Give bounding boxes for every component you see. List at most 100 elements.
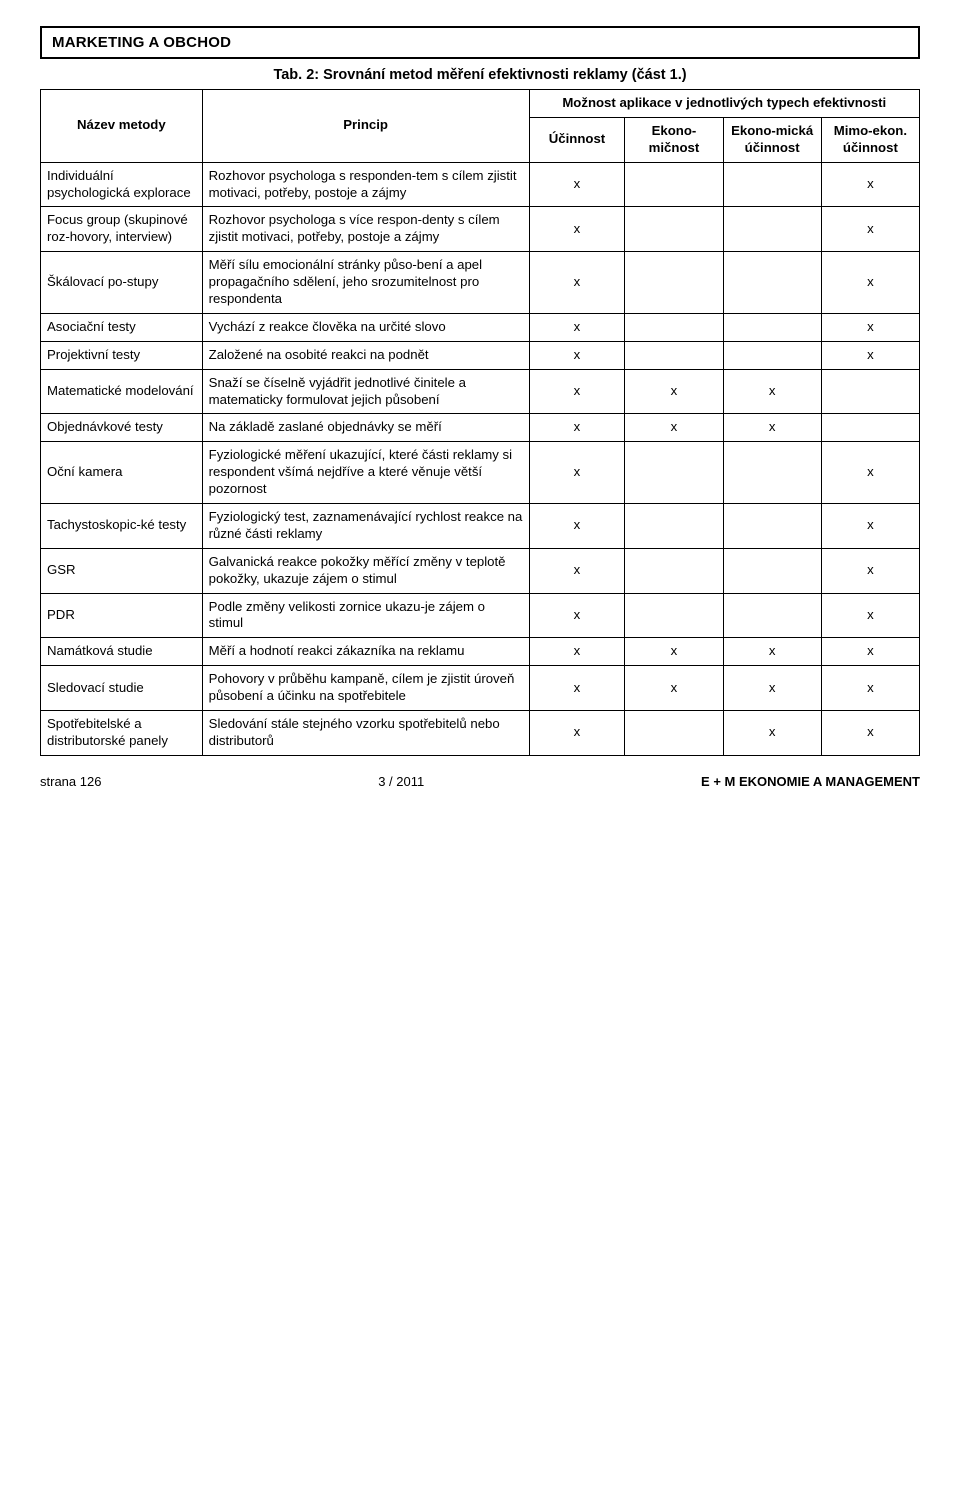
cell-principle: Galvanická reakce pokožky měřící změny v… — [202, 548, 529, 593]
cell-mark — [723, 593, 821, 638]
table-row: Tachystoskopic-ké testyFyziologický test… — [41, 504, 920, 549]
category-box: MARKETING A OBCHOD — [40, 26, 920, 59]
cell-method-name: Asociační testy — [41, 313, 203, 341]
cell-mark: x — [723, 666, 821, 711]
cell-mark: x — [625, 666, 723, 711]
header-col-ekon-ucinnost: Ekono-mická účinnost — [723, 117, 821, 162]
table-row: PDRPodle změny velikosti zornice ukazu-j… — [41, 593, 920, 638]
cell-mark: x — [529, 548, 625, 593]
cell-mark: x — [723, 369, 821, 414]
cell-method-name: Individuální psychologická explorace — [41, 162, 203, 207]
cell-principle: Sledování stále stejného vzorku spotřebi… — [202, 711, 529, 756]
cell-mark: x — [529, 252, 625, 314]
cell-mark — [723, 442, 821, 504]
cell-mark: x — [529, 504, 625, 549]
cell-mark: x — [529, 369, 625, 414]
cell-mark: x — [723, 711, 821, 756]
cell-mark: x — [529, 638, 625, 666]
table-caption: Tab. 2: Srovnání metod měření efektivnos… — [40, 67, 920, 83]
cell-principle: Vychází z reakce člověka na určité slovo — [202, 313, 529, 341]
table-row: Focus group (skupinové roz-hovory, inter… — [41, 207, 920, 252]
table-header-row-1: Název metody Princip Možnost aplikace v … — [41, 90, 920, 118]
cell-mark — [625, 252, 723, 314]
cell-mark — [625, 593, 723, 638]
cell-mark — [723, 341, 821, 369]
cell-mark — [625, 207, 723, 252]
page: MARKETING A OBCHOD Tab. 2: Srovnání meto… — [0, 0, 960, 807]
cell-mark: x — [821, 666, 919, 711]
cell-mark: x — [821, 207, 919, 252]
table-row: Matematické modelováníSnaží se číselně v… — [41, 369, 920, 414]
table-row: GSRGalvanická reakce pokožky měřící změn… — [41, 548, 920, 593]
cell-mark: x — [529, 442, 625, 504]
cell-mark: x — [821, 638, 919, 666]
cell-principle: Podle změny velikosti zornice ukazu-je z… — [202, 593, 529, 638]
cell-mark: x — [821, 442, 919, 504]
header-principle: Princip — [202, 90, 529, 163]
cell-mark — [625, 313, 723, 341]
cell-principle: Fyziologický test, zaznamenávající rychl… — [202, 504, 529, 549]
cell-mark: x — [821, 252, 919, 314]
cell-mark: x — [821, 593, 919, 638]
cell-method-name: Sledovací studie — [41, 666, 203, 711]
cell-mark — [625, 548, 723, 593]
cell-mark: x — [625, 414, 723, 442]
cell-mark — [723, 162, 821, 207]
cell-mark — [625, 711, 723, 756]
cell-mark — [723, 548, 821, 593]
cell-mark: x — [821, 711, 919, 756]
cell-principle: Pohovory v průběhu kampaně, cílem je zji… — [202, 666, 529, 711]
footer-page-number: strana 126 — [40, 774, 101, 789]
table-row: Individuální psychologická exploraceRozh… — [41, 162, 920, 207]
header-col-ekonomicnost: Ekono-mičnost — [625, 117, 723, 162]
cell-mark — [723, 313, 821, 341]
table-row: Spotřebitelské a distributorské panelySl… — [41, 711, 920, 756]
cell-method-name: PDR — [41, 593, 203, 638]
table-body: Individuální psychologická exploraceRozh… — [41, 162, 920, 755]
cell-method-name: Škálovací po-stupy — [41, 252, 203, 314]
table-row: Objednávkové testyNa základě zaslané obj… — [41, 414, 920, 442]
cell-method-name: Oční kamera — [41, 442, 203, 504]
cell-mark — [821, 414, 919, 442]
cell-principle: Na základě zaslané objednávky se měří — [202, 414, 529, 442]
cell-mark — [625, 341, 723, 369]
footer-journal: E + M EKONOMIE A MANAGEMENT — [701, 774, 920, 789]
cell-method-name: Matematické modelování — [41, 369, 203, 414]
cell-mark: x — [529, 341, 625, 369]
cell-mark: x — [529, 162, 625, 207]
cell-principle: Snaží se číselně vyjádřit jednotlivé čin… — [202, 369, 529, 414]
cell-mark: x — [821, 313, 919, 341]
cell-mark: x — [529, 593, 625, 638]
cell-principle: Fyziologické měření ukazující, které čás… — [202, 442, 529, 504]
cell-mark — [723, 504, 821, 549]
cell-mark: x — [529, 666, 625, 711]
cell-principle: Rozhovor psychologa s více respon-denty … — [202, 207, 529, 252]
table-row: Asociační testyVychází z reakce člověka … — [41, 313, 920, 341]
cell-mark: x — [529, 414, 625, 442]
cell-mark — [625, 162, 723, 207]
table-row: Oční kameraFyziologické měření ukazující… — [41, 442, 920, 504]
cell-mark: x — [529, 711, 625, 756]
cell-mark — [723, 207, 821, 252]
cell-mark — [723, 252, 821, 314]
cell-principle: Měří sílu emocionální stránky půso-bení … — [202, 252, 529, 314]
table-row: Projektivní testyZaložené na osobité rea… — [41, 341, 920, 369]
cell-principle: Založené na osobité reakci na podnět — [202, 341, 529, 369]
cell-principle: Rozhovor psychologa s responden-tem s cí… — [202, 162, 529, 207]
methods-table: Název metody Princip Možnost aplikace v … — [40, 89, 920, 756]
header-name: Název metody — [41, 90, 203, 163]
cell-principle: Měří a hodnotí reakci zákazníka na rekla… — [202, 638, 529, 666]
table-row: Škálovací po-stupyMěří sílu emocionální … — [41, 252, 920, 314]
page-footer: strana 126 3 / 2011 E + M EKONOMIE A MAN… — [40, 774, 920, 789]
cell-mark: x — [821, 504, 919, 549]
cell-mark: x — [529, 207, 625, 252]
cell-mark — [625, 442, 723, 504]
header-superhead: Možnost aplikace v jednotlivých typech e… — [529, 90, 919, 118]
cell-mark: x — [529, 313, 625, 341]
cell-mark: x — [625, 638, 723, 666]
header-col-ucinnost: Účinnost — [529, 117, 625, 162]
category-label: MARKETING A OBCHOD — [52, 34, 231, 51]
cell-method-name: Spotřebitelské a distributorské panely — [41, 711, 203, 756]
cell-method-name: Namátková studie — [41, 638, 203, 666]
header-col-mimoekon: Mimo-ekon. účinnost — [821, 117, 919, 162]
